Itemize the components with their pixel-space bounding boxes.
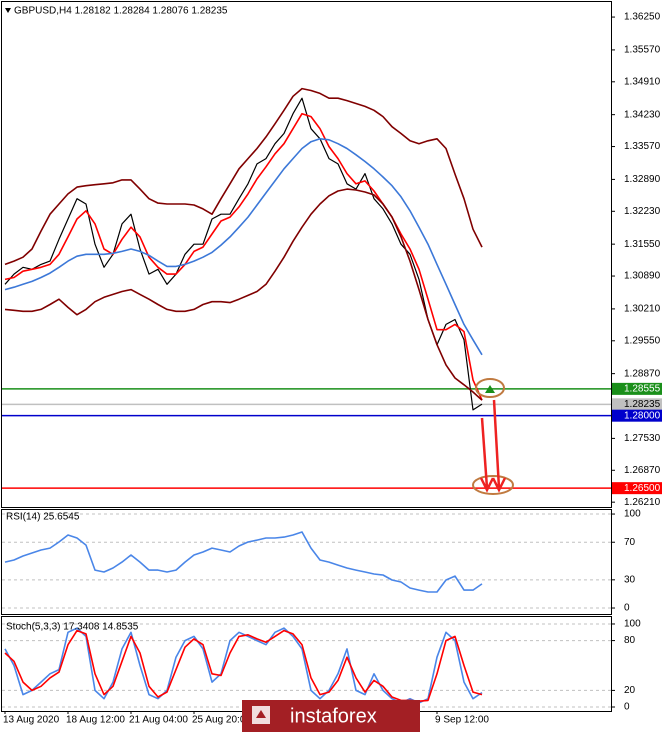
y-tick-label: 30 (624, 574, 636, 585)
plot-layer: 1.36250 1.35570 1.34910 1.34230 1.33570 1.328… (2, 12, 662, 726)
y-tick-label: 1.33570 (624, 141, 661, 152)
level-label: 1.28235 (624, 399, 661, 410)
rsi-panel (1, 509, 612, 615)
indicator-title: Stoch(5,3,3) 17.3408 14.8535 (6, 622, 139, 633)
watermark-box (242, 700, 420, 732)
series-line (4, 97, 483, 411)
x-tick-label: 13 Aug 2020 (3, 715, 60, 726)
series-line (4, 112, 483, 401)
y-tick-label: 1.31550 (624, 239, 661, 250)
watermark: instaforex (242, 700, 420, 732)
y-tick-label: 1.30890 (624, 271, 661, 282)
y-tick-label: 1.26870 (624, 465, 661, 476)
x-tick-label: 25 Aug 20:00 (192, 715, 251, 726)
y-tick-label: 20 (624, 685, 636, 696)
watermark-text: instaforex (290, 705, 377, 727)
panel-frames (1, 1, 612, 712)
level-label-box (612, 398, 662, 411)
x-tick-label: 21 Aug 04:00 (129, 715, 188, 726)
series-line (4, 188, 483, 401)
level-label: 1.26500 (624, 483, 661, 494)
y-tick-label: 1.26210 (624, 497, 661, 508)
arrow (479, 417, 495, 493)
price-panel (1, 1, 612, 508)
y-tick-label: 1.27530 (624, 433, 661, 444)
y-tick-label: 80 (624, 635, 636, 646)
y-tick-label: 100 (624, 619, 641, 630)
y-tick-label: 100 (624, 509, 641, 520)
series-line (4, 87, 483, 266)
target-circle (472, 475, 514, 495)
y-tick-label: 1.28870 (624, 368, 661, 379)
y-tick-label: 1.36250 (624, 12, 661, 23)
y-tick-label: 1.29550 (624, 335, 661, 346)
y-tick-label: 1.34230 (624, 109, 661, 120)
series-line (4, 138, 483, 356)
level-label-box (612, 382, 662, 395)
series-line (4, 531, 483, 593)
annotations (5, 8, 514, 495)
x-tick-label: 18 Aug 12:00 (66, 715, 125, 726)
target-circle (475, 378, 505, 398)
level-label-box (612, 409, 662, 422)
level-label: 1.28000 (624, 410, 661, 421)
y-tick-label: 1.30210 (624, 304, 661, 315)
y-tick-label: 1.35570 (624, 45, 661, 56)
y-tick-label: 0 (624, 702, 630, 713)
y-tick-label: 1.34910 (624, 76, 661, 87)
level-label-box (612, 482, 662, 495)
chart-title: GBPUSD,H4 1.28182 1.28284 1.28076 1.2823… (14, 6, 228, 17)
y-tick-label: 1.32890 (624, 174, 661, 185)
star-marker (485, 385, 495, 393)
y-tick-label: 70 (624, 537, 636, 548)
x-tick-label: 9 Sep 12:00 (435, 715, 489, 726)
arrow (491, 399, 507, 493)
y-tick-label: 1.32230 (624, 206, 661, 217)
level-label: 1.28555 (624, 384, 661, 395)
menu-triangle (5, 8, 11, 13)
indicator-title: RSI(14) 25.6545 (6, 512, 80, 523)
y-tick-label: 0 (624, 603, 630, 614)
watermark-logo-mark (256, 710, 266, 718)
